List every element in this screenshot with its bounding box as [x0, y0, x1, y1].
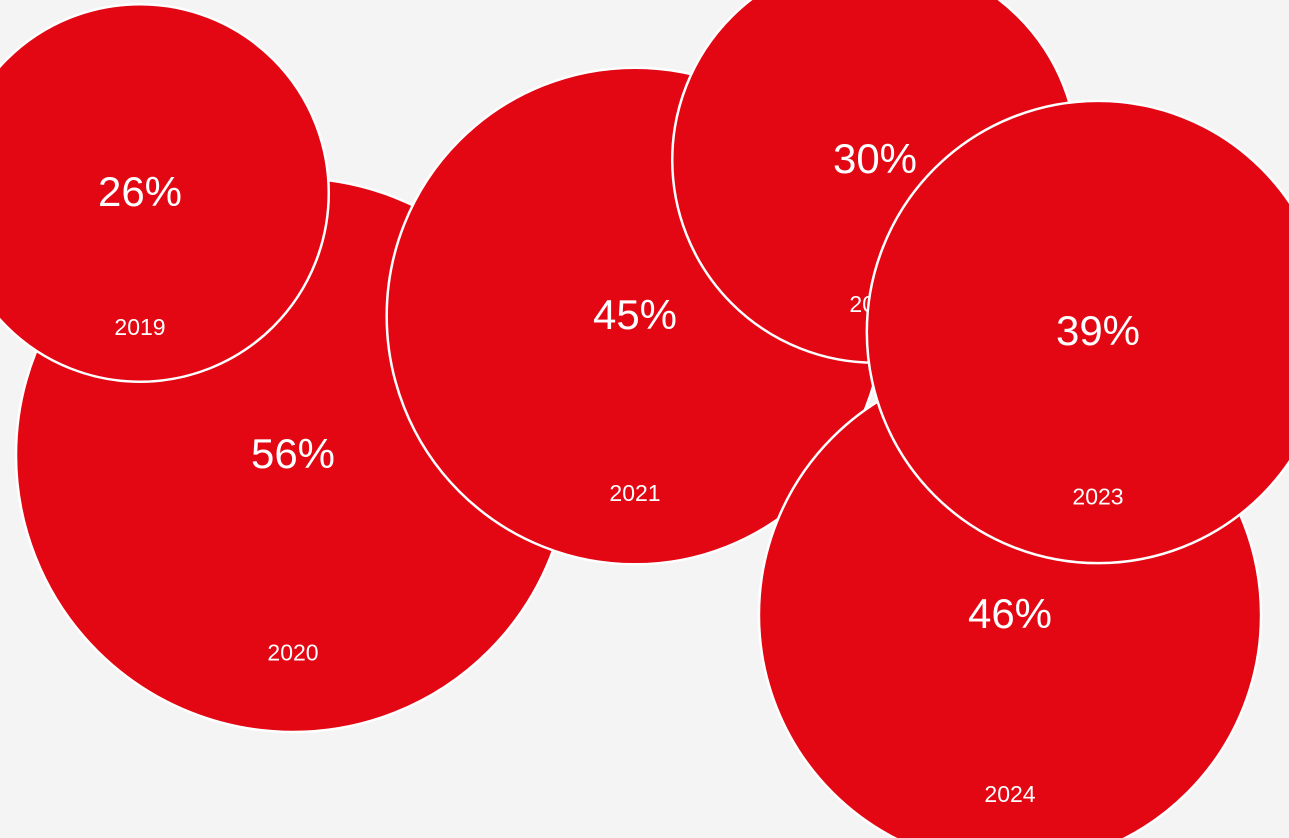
category-label-2019: 2019 — [114, 314, 165, 340]
value-label-2021: 45% — [593, 291, 677, 338]
bubble-group-2023: 39% 2023 — [865, 99, 1289, 565]
bubble-2019 — [0, 3, 330, 383]
value-label-2023: 39% — [1056, 307, 1140, 354]
value-label-2020: 56% — [251, 430, 335, 477]
value-label-2019: 26% — [98, 168, 182, 215]
category-label-2023: 2023 — [1072, 484, 1123, 510]
category-label-2024: 2024 — [984, 781, 1035, 807]
value-label-2022: 30% — [833, 135, 917, 182]
category-label-2020: 2020 — [267, 640, 318, 666]
bubble-2023 — [865, 99, 1289, 565]
category-label-2021: 2021 — [609, 480, 660, 506]
bubble-group-2019: 26% 2019 — [0, 3, 330, 383]
value-label-2024: 46% — [968, 590, 1052, 637]
